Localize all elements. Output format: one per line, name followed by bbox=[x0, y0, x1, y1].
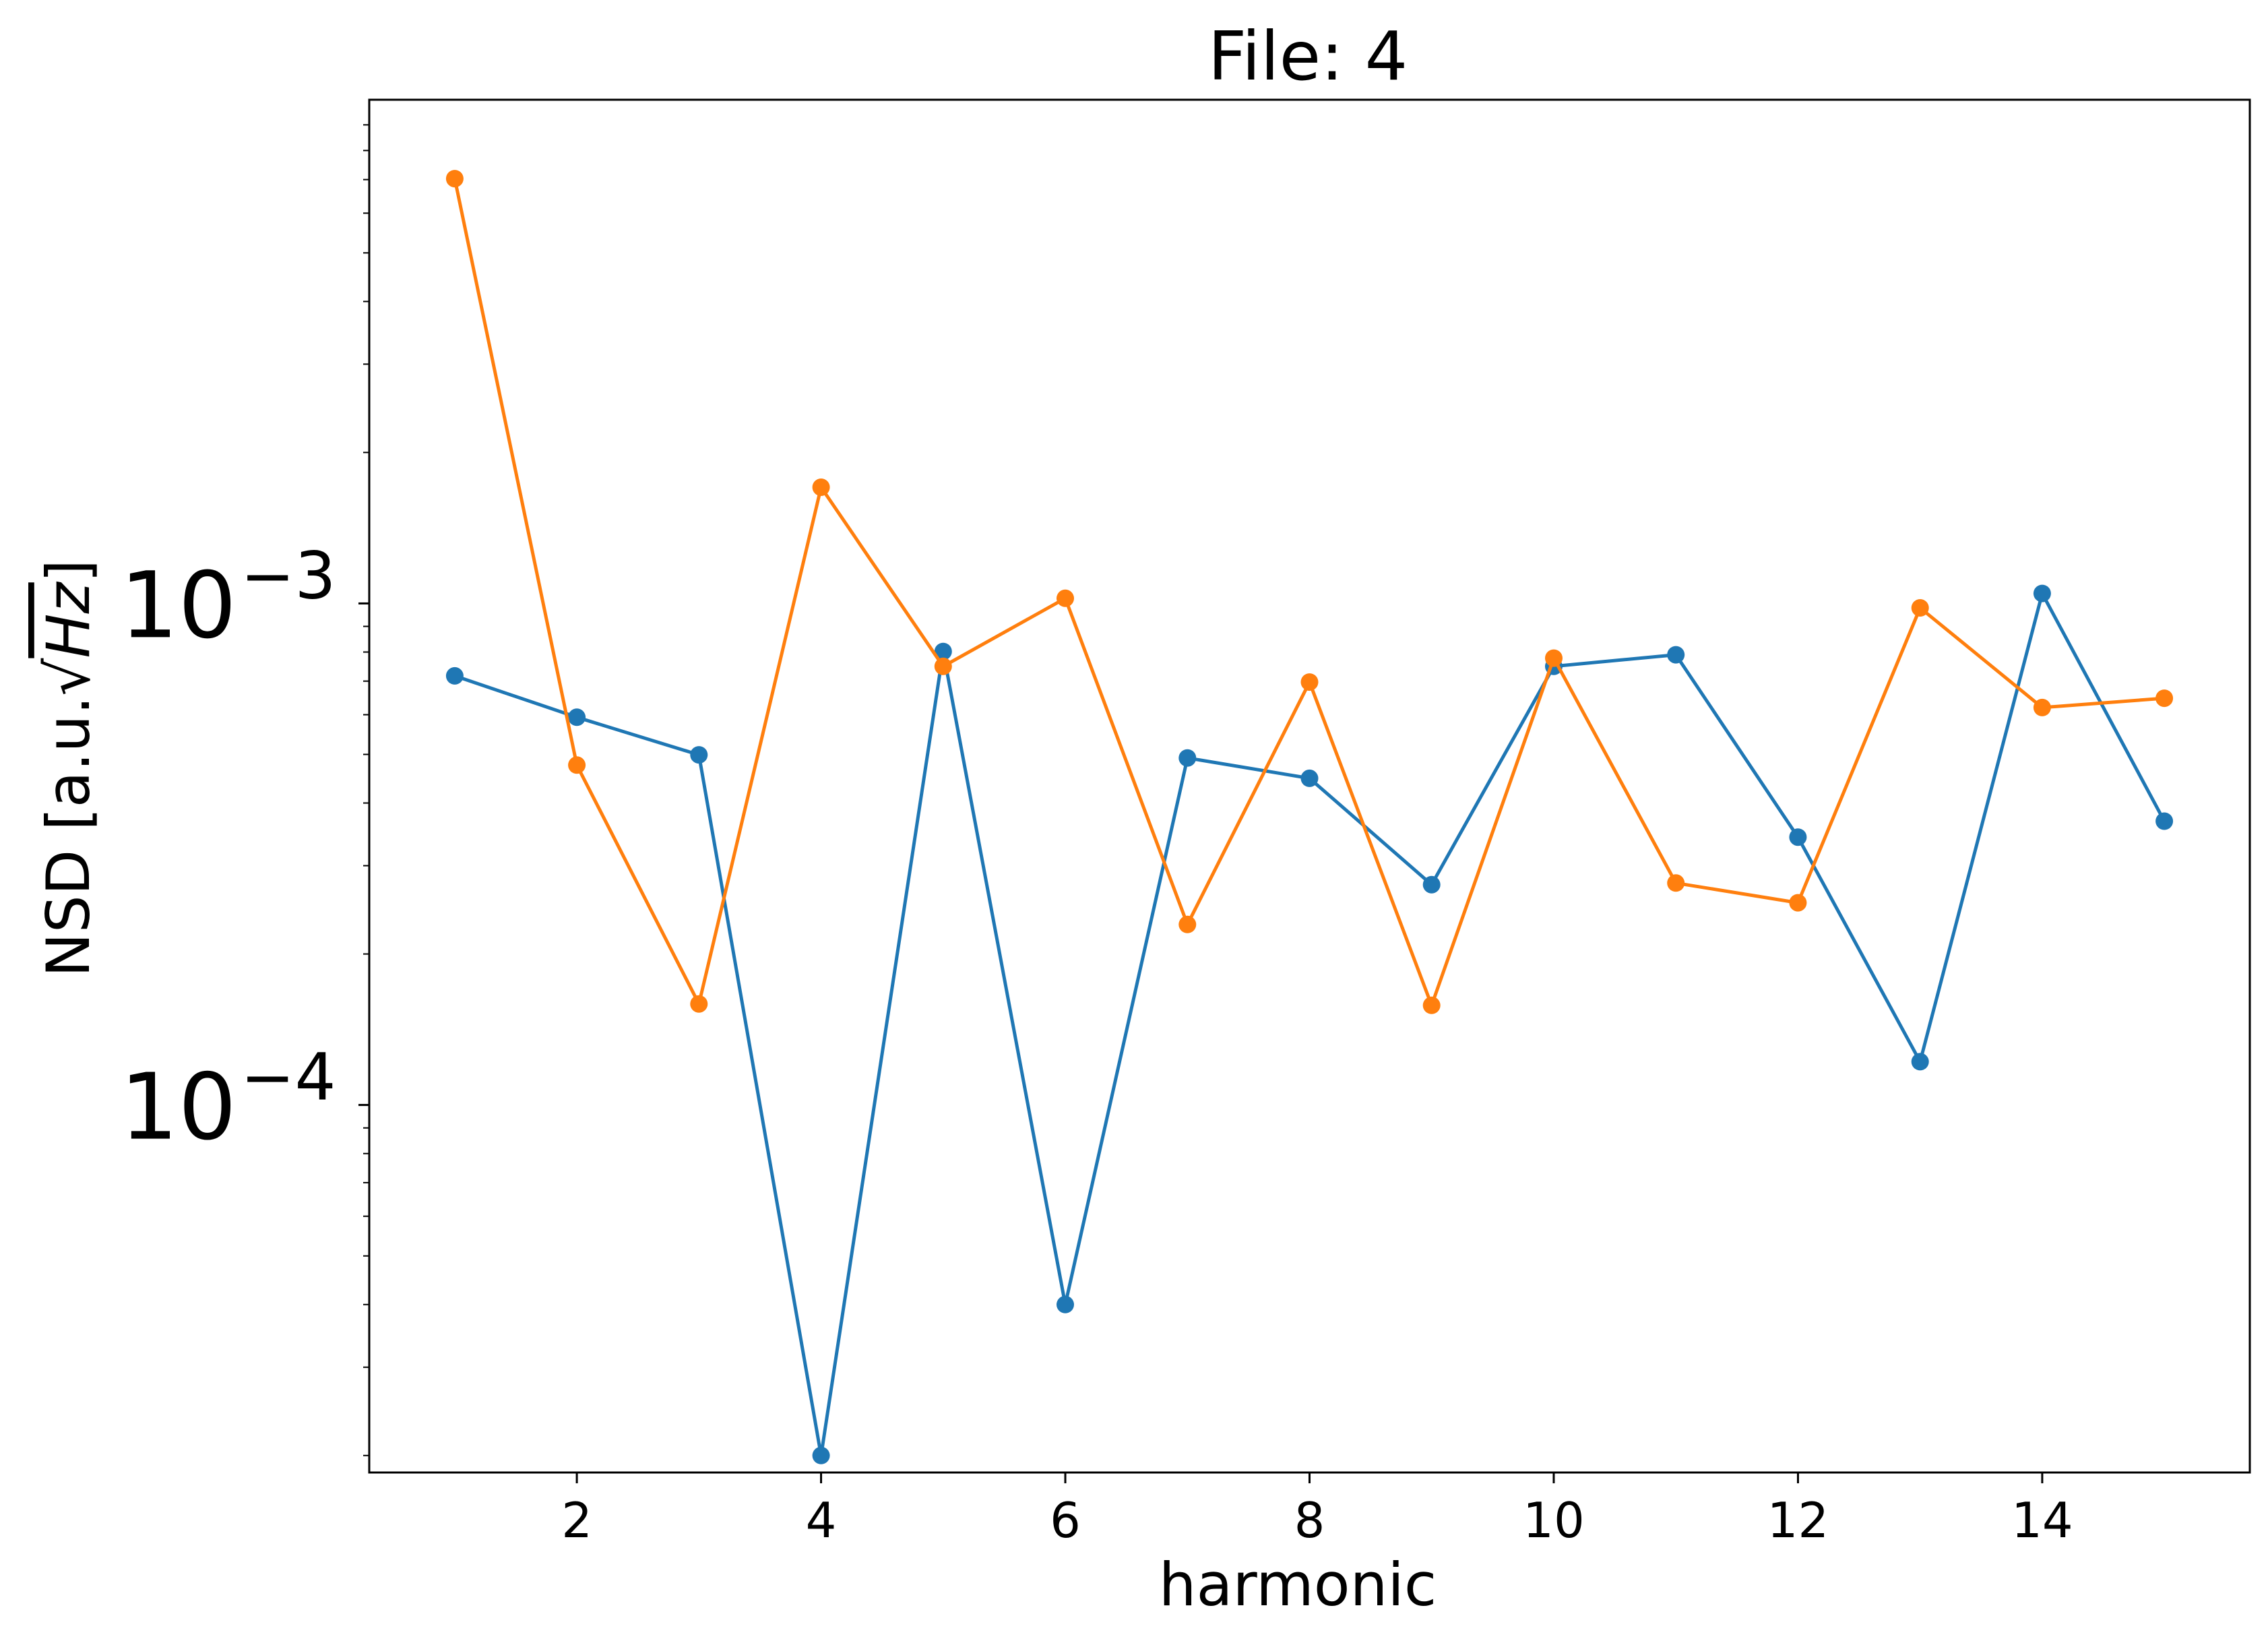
series-2-point bbox=[1300, 673, 1319, 691]
series-2-point bbox=[1545, 649, 1563, 667]
series-2-point bbox=[2033, 698, 2051, 716]
y-axis-label: NSD [a.u.√Hz] bbox=[34, 559, 103, 977]
y-tick-label-exponent: −4 bbox=[241, 1040, 336, 1115]
series-2-point bbox=[1911, 599, 1929, 617]
y-tick-label-exponent: −3 bbox=[241, 538, 336, 613]
series-1-point bbox=[2155, 812, 2174, 830]
chart-title: File: 4 bbox=[1208, 17, 1408, 96]
x-axis-label: harmonic bbox=[1159, 1550, 1437, 1619]
series-2-point bbox=[1667, 874, 1685, 892]
x-tick-label: 8 bbox=[1294, 1492, 1325, 1549]
series-1-point bbox=[1789, 828, 1807, 846]
x-tick-label: 6 bbox=[1050, 1492, 1081, 1549]
y-axis-label-suffix: ] bbox=[34, 559, 103, 582]
series-1-point bbox=[1911, 1053, 1929, 1071]
series-2-point bbox=[1422, 996, 1441, 1014]
series-1-point bbox=[1422, 875, 1441, 894]
x-tick-label: 14 bbox=[2011, 1492, 2073, 1549]
series-1-point bbox=[445, 666, 464, 685]
series-1-point bbox=[2033, 584, 2051, 602]
y-tick-label: 10−4 bbox=[120, 1040, 336, 1161]
y-tick-label: 10−3 bbox=[120, 538, 336, 659]
series-2 bbox=[445, 170, 2174, 1014]
y-tick-label-base: 10 bbox=[120, 1055, 237, 1161]
series-2-point bbox=[445, 170, 464, 188]
y-axis-label-radicand: Hz bbox=[34, 581, 103, 658]
y-axis-ticks: 10−410−3 bbox=[120, 124, 369, 1456]
y-tick-label-base: 10 bbox=[120, 553, 237, 659]
series-2-point bbox=[1789, 894, 1807, 912]
series-1-point bbox=[1300, 769, 1319, 787]
x-tick-label: 12 bbox=[1767, 1492, 1829, 1549]
series-1-point bbox=[568, 708, 586, 726]
series-1-point bbox=[1667, 646, 1685, 664]
y-axis-label-prefix: NSD [a.u. bbox=[34, 696, 103, 977]
series-2-point bbox=[568, 756, 586, 774]
series-layer bbox=[445, 170, 2174, 1464]
series-2-point bbox=[1057, 589, 1074, 607]
series-2-point bbox=[1178, 915, 1197, 933]
series-2-point bbox=[2155, 689, 2174, 708]
x-axis-ticks: 2 4 6 8 10 12 14 bbox=[561, 1472, 2073, 1549]
series-1-point bbox=[1057, 1295, 1074, 1313]
x-tick-label: 2 bbox=[561, 1492, 592, 1549]
series-2-point bbox=[812, 478, 830, 496]
x-tick-label: 4 bbox=[806, 1492, 837, 1549]
series-1-point bbox=[812, 1446, 830, 1464]
series-1-point bbox=[934, 642, 952, 660]
series-2-point bbox=[690, 995, 708, 1013]
series-1-point bbox=[690, 746, 708, 764]
y-axis-label-radical: √ bbox=[34, 658, 103, 696]
series-2-point bbox=[934, 657, 952, 675]
x-tick-label: 10 bbox=[1523, 1492, 1585, 1549]
series-1-point bbox=[1178, 749, 1197, 767]
